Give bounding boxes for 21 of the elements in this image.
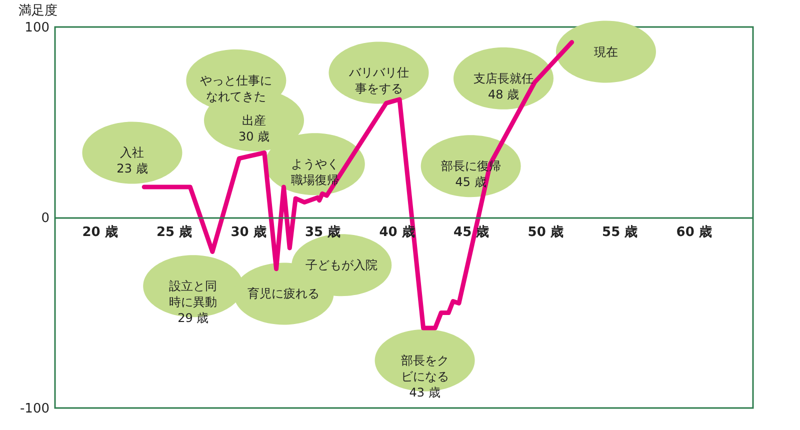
y-tick-label: 100 [24, 20, 50, 36]
x-tick-label: 25 歳 [156, 225, 192, 240]
annotation: 子どもが入院 [306, 258, 378, 272]
annotation: バリバリ仕事をする [348, 66, 409, 96]
annotation: 現在 [594, 44, 618, 59]
x-tick-label: 55 歳 [602, 225, 638, 240]
x-tick-label: 20 歳 [82, 225, 118, 240]
annotation: 育児に疲れる [248, 286, 320, 301]
y-tick-label: 0 [41, 211, 50, 226]
annotation: 支店長就任48 歳 [474, 71, 534, 102]
x-tick-label: 35 歳 [305, 225, 341, 240]
annotation: 出産30 歳 [238, 113, 270, 144]
x-tick-label: 50 歳 [528, 225, 564, 240]
annotation: 部長をクビになる43 歳 [400, 353, 449, 400]
annotation: 入社23 歳 [116, 146, 148, 176]
y-tick-label: -100 [20, 402, 50, 416]
x-tick-label: 30 歳 [230, 225, 266, 240]
x-tick-label: 60 歳 [676, 225, 712, 240]
annotation: やっと仕事になれてきた [200, 73, 272, 104]
y-axis-title: 満足度 [18, 2, 58, 18]
annotation: 設立と同時に異動29 歳 [169, 279, 218, 326]
